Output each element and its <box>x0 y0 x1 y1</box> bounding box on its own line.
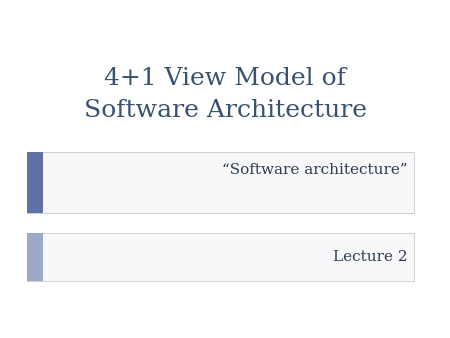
FancyBboxPatch shape <box>27 233 43 281</box>
Text: Lecture 2: Lecture 2 <box>333 250 407 264</box>
FancyBboxPatch shape <box>27 233 414 281</box>
FancyBboxPatch shape <box>27 152 43 213</box>
Text: “Software architecture”: “Software architecture” <box>221 163 407 177</box>
FancyBboxPatch shape <box>27 152 414 213</box>
Text: 4+1 View Model of
Software Architecture: 4+1 View Model of Software Architecture <box>84 67 366 122</box>
